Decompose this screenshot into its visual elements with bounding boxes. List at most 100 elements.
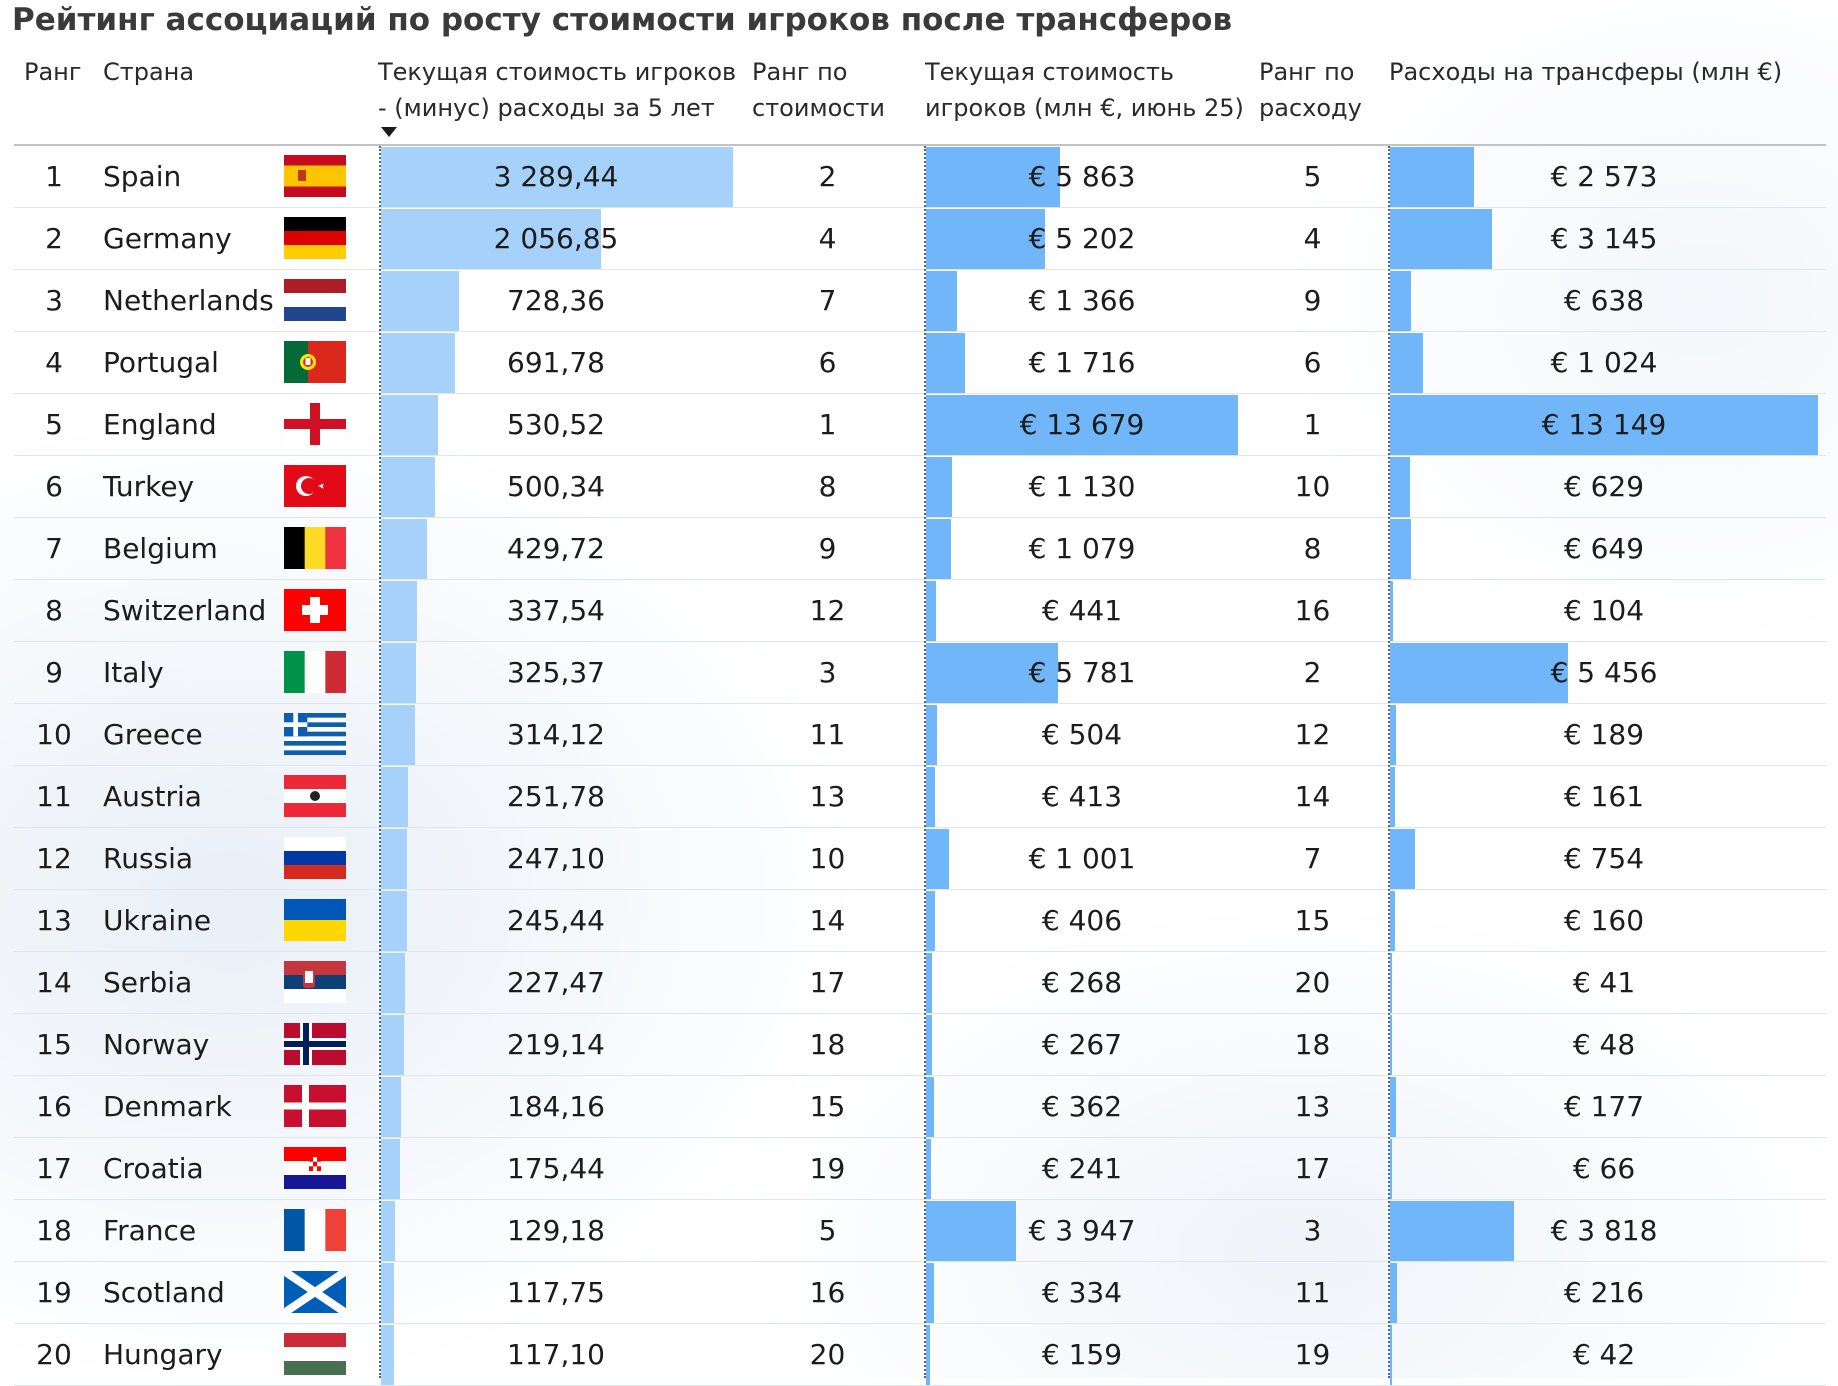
table-row[interactable]: 17 Croatia 175,44 19 € 241 17 € 66 <box>0 1138 1838 1200</box>
diff-value: 184,16 <box>507 1090 605 1123</box>
rank-cell: 8 <box>45 594 63 627</box>
value-bar <box>926 643 1058 703</box>
country-name: Austria <box>103 780 202 813</box>
rank-cell: 17 <box>36 1152 72 1185</box>
country-name: Switzerland <box>103 594 267 627</box>
row-divider <box>14 1323 1826 1324</box>
table-row[interactable]: 16 Denmark 184,16 15 € 362 13 € 177 <box>0 1076 1838 1138</box>
table-row[interactable]: 11 Austria 251,78 13 € 413 14 € 161 <box>0 766 1838 828</box>
current-value-cell: € 504 <box>1041 718 1123 751</box>
rank-by-value-cell: 15 <box>809 1090 846 1123</box>
rank-cell: 18 <box>36 1214 72 1247</box>
table-row[interactable]: 3 Netherlands 728,36 7 € 1 366 9 € 638 <box>0 270 1838 332</box>
expenses-cell: € 160 <box>1563 904 1645 937</box>
rank-cell: 7 <box>45 532 63 565</box>
table-row[interactable]: 12 Russia 247,10 10 € 1 001 7 € 754 <box>0 828 1838 890</box>
table-row[interactable]: 8 Switzerland 337,54 12 € 441 16 € 104 <box>0 580 1838 642</box>
current-value-cell: € 3 947 <box>1028 1214 1136 1247</box>
rank-by-expenses-cell: 11 <box>1294 1276 1331 1309</box>
rank-by-value-cell: 3 <box>818 656 837 689</box>
rank-by-expenses-cell: 14 <box>1294 780 1331 813</box>
rank-by-value-cell: 12 <box>809 594 846 627</box>
expenses-bar <box>1390 581 1393 641</box>
table-row[interactable]: 19 Scotland 117,75 16 € 334 11 € 216 <box>0 1262 1838 1324</box>
rank-by-value-cell: 20 <box>809 1338 846 1371</box>
row-divider <box>14 455 1826 456</box>
expenses-bar <box>1390 767 1395 827</box>
header-value[interactable]: Текущая стоимость игроков (млн €, июнь 2… <box>925 54 1244 126</box>
value-bar <box>926 891 935 951</box>
diff-value: 3 289,44 <box>493 160 619 193</box>
header-rank-expenses-line2: расходу <box>1259 94 1362 122</box>
header-rank[interactable]: Ранг <box>24 54 81 90</box>
header-rank-value[interactable]: Ранг по стоимости <box>752 54 885 126</box>
expenses-bar <box>1390 147 1474 207</box>
table-row[interactable]: 13 Ukraine 245,44 14 € 406 15 € 160 <box>0 890 1838 952</box>
value-bar <box>926 1325 930 1385</box>
row-divider <box>14 393 1826 394</box>
expenses-bar <box>1390 519 1411 579</box>
rank-by-value-cell: 13 <box>809 780 846 813</box>
header-diff-line2: - (минус) расходы за 5 лет <box>378 94 715 122</box>
expenses-bar <box>1390 1015 1392 1075</box>
value-bar <box>926 271 957 331</box>
row-divider <box>14 1199 1826 1200</box>
diff-bar <box>381 457 435 517</box>
value-bar <box>926 1077 934 1137</box>
current-value-cell: € 159 <box>1041 1338 1123 1371</box>
diff-value: 175,44 <box>507 1152 605 1185</box>
header-rank-expenses[interactable]: Ранг по расходу <box>1259 54 1362 126</box>
diff-bar <box>381 705 415 765</box>
country-name: Russia <box>103 842 194 875</box>
sort-descending-icon[interactable] <box>381 127 397 137</box>
header-expenses[interactable]: Расходы на трансферы (млн €) <box>1389 54 1782 90</box>
table-row[interactable]: 14 Serbia 227,47 17 € 268 20 € 41 <box>0 952 1838 1014</box>
table-row[interactable]: 2 Germany 2 056,85 4 € 5 202 4 € 3 145 <box>0 208 1838 270</box>
table-row[interactable]: 20 Hungary 117,10 20 € 159 19 € 42 <box>0 1324 1838 1386</box>
rank-by-value-cell: 9 <box>818 532 837 565</box>
expenses-bar <box>1390 271 1411 331</box>
table-row[interactable]: 18 France 129,18 5 € 3 947 3 € 3 818 <box>0 1200 1838 1262</box>
rank-cell: 12 <box>36 842 72 875</box>
current-value-cell: € 1 366 <box>1028 284 1136 317</box>
expenses-cell: € 5 456 <box>1550 656 1658 689</box>
rank-by-value-cell: 1 <box>818 408 837 441</box>
header-diff[interactable]: Текущая стоимость игроков - (минус) расх… <box>378 54 736 126</box>
header-country[interactable]: Страна <box>103 54 194 90</box>
expenses-cell: € 1 024 <box>1550 346 1658 379</box>
rank-by-expenses-cell: 3 <box>1303 1214 1322 1247</box>
diff-value: 245,44 <box>507 904 605 937</box>
row-divider <box>14 331 1826 332</box>
table-row[interactable]: 1 Spain 3 289,44 2 € 5 863 5 € 2 573 <box>0 146 1838 208</box>
rank-by-value-cell: 4 <box>818 222 837 255</box>
table-row[interactable]: 7 Belgium 429,72 9 € 1 079 8 € 649 <box>0 518 1838 580</box>
diff-bar <box>381 333 455 393</box>
table-row[interactable]: 10 Greece 314,12 11 € 504 12 € 189 <box>0 704 1838 766</box>
header-value-line1: Текущая стоимость <box>925 58 1175 86</box>
expenses-cell: € 3 145 <box>1550 222 1658 255</box>
current-value-cell: € 5 202 <box>1028 222 1136 255</box>
table-row[interactable]: 15 Norway 219,14 18 € 267 18 € 48 <box>0 1014 1838 1076</box>
table-row[interactable]: 9 Italy 325,37 3 € 5 781 2 € 5 456 <box>0 642 1838 704</box>
value-bar <box>926 147 1060 207</box>
current-value-cell: € 413 <box>1041 780 1123 813</box>
rank-by-value-cell: 2 <box>818 160 837 193</box>
table-row[interactable]: 5 England 530,52 1 € 13 679 1 € 13 149 <box>0 394 1838 456</box>
current-value-cell: € 1 130 <box>1028 470 1136 503</box>
diff-bar <box>381 891 407 951</box>
italy-flag-icon <box>284 651 346 693</box>
diff-bar <box>381 1201 395 1261</box>
diff-value: 129,18 <box>507 1214 605 1247</box>
rank-by-value-cell: 5 <box>818 1214 837 1247</box>
table-row[interactable]: 6 Turkey 500,34 8 € 1 130 10 € 629 <box>0 456 1838 518</box>
england-flag-icon <box>284 403 346 445</box>
country-name: France <box>103 1214 197 1247</box>
expenses-cell: € 629 <box>1563 470 1645 503</box>
rank-by-expenses-cell: 7 <box>1303 842 1322 875</box>
expenses-cell: € 638 <box>1563 284 1645 317</box>
expenses-bar <box>1390 395 1818 455</box>
row-divider <box>14 1013 1826 1014</box>
value-bar <box>926 581 936 641</box>
table-row[interactable]: 4 Portugal 691,78 6 € 1 716 6 € 1 024 <box>0 332 1838 394</box>
value-bar <box>926 767 935 827</box>
